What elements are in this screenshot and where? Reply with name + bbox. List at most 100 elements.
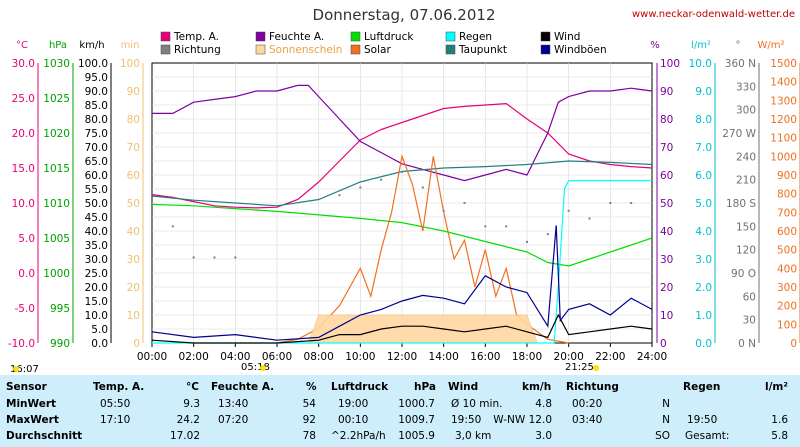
y-tick-3-1: 90 bbox=[127, 86, 140, 98]
row-min-dir-value: N bbox=[662, 398, 670, 410]
y-tick-7-1: 1400 bbox=[770, 77, 797, 89]
row-max-press-time: 00:10 bbox=[338, 414, 369, 426]
sunset-dot bbox=[593, 365, 599, 371]
y-tick-3-3: 70 bbox=[127, 142, 140, 154]
row-min-press-value: 1000.7 bbox=[398, 398, 435, 410]
y-tick-5-10: 0.0 bbox=[695, 338, 712, 350]
y-tick-2-7: 65.0 bbox=[85, 156, 108, 168]
row-max-rain-time: 19:50 bbox=[687, 414, 718, 426]
row-min-label: MinWert bbox=[6, 398, 57, 410]
y-tick-2-14: 30.0 bbox=[85, 254, 108, 266]
legend-label-9: Windböen bbox=[554, 44, 607, 56]
y-tick-7-14: 100 bbox=[777, 319, 797, 331]
series-direction-point-8 bbox=[421, 186, 424, 189]
y-tick-6-3: 270 W bbox=[722, 128, 756, 140]
y-tick-0-7: -5.0 bbox=[15, 303, 36, 315]
axis-units: °C hPa km/h min% l/m² ° W/m² bbox=[16, 40, 785, 51]
row-avg-rain-value: 5.8 bbox=[771, 430, 788, 442]
header-rain: Regen bbox=[683, 381, 721, 393]
y-tick-1-4: 1010 bbox=[43, 198, 70, 210]
y-tick-7-9: 600 bbox=[777, 226, 797, 238]
axis-unit-7: W/m² bbox=[757, 40, 784, 51]
sunrise-label: 05:18 bbox=[241, 362, 270, 373]
y-tick-7-11: 400 bbox=[777, 263, 797, 275]
y-tick-4-8: 20 bbox=[660, 282, 673, 294]
series-direction-point-5 bbox=[359, 186, 362, 189]
y-tick-3-6: 40 bbox=[127, 226, 140, 238]
y-tick-1-2: 1020 bbox=[43, 128, 70, 140]
y-tick-5-3: 7.0 bbox=[695, 142, 712, 154]
y-tick-0-2: 20.0 bbox=[12, 128, 35, 140]
legend-swatch-0 bbox=[160, 31, 171, 42]
legend-swatch-6 bbox=[445, 31, 456, 42]
y-tick-7-0: 1500 bbox=[770, 58, 797, 70]
axis-unit-5: l/m² bbox=[691, 40, 711, 51]
y-tick-2-9: 55.0 bbox=[85, 184, 108, 196]
weather-chart: Donnerstag, 07.06.2012 www.neckar-odenwa… bbox=[8, 6, 800, 375]
series-sunshine-area bbox=[307, 314, 538, 344]
y-tick-0-5: 5.0 bbox=[18, 233, 35, 245]
y-tick-6-7: 150 bbox=[736, 221, 756, 233]
y-tick-7-8: 700 bbox=[777, 207, 797, 219]
series-direction-point-13 bbox=[526, 240, 528, 243]
y-tick-6-10: 60 bbox=[743, 291, 756, 303]
y-tick-2-4: 80.0 bbox=[85, 114, 108, 126]
legend-label-6: Regen bbox=[459, 31, 492, 43]
y-tick-2-2: 90.0 bbox=[85, 86, 108, 98]
series-direction-point-15 bbox=[567, 209, 570, 212]
axis-unit-1: hPa bbox=[49, 40, 67, 51]
row-max-temp-time: 17:10 bbox=[100, 414, 131, 426]
x-tick-label-8: 16:00 bbox=[470, 351, 500, 363]
y-tick-4-9: 10 bbox=[660, 310, 673, 322]
series-line-7 bbox=[151, 313, 653, 344]
row-max-wind-time: 19:50 bbox=[451, 414, 482, 426]
y-tick-5-9: 1.0 bbox=[695, 310, 712, 322]
axis-unit-0: °C bbox=[16, 40, 28, 51]
row-max-temp-value: 24.2 bbox=[176, 414, 200, 426]
y-tick-5-0: 10.0 bbox=[689, 58, 712, 70]
header-direction: Richtung bbox=[566, 381, 619, 393]
y-tick-4-5: 50 bbox=[660, 198, 673, 210]
y-tick-7-10: 500 bbox=[777, 245, 797, 257]
row-max-dir-time: 03:40 bbox=[572, 414, 603, 426]
row-max-label: MaxWert bbox=[6, 414, 59, 426]
y-tick-2-10: 50.0 bbox=[85, 198, 108, 210]
x-tick-label-1: 02:00 bbox=[179, 351, 209, 363]
legend-swatch-4 bbox=[350, 31, 361, 42]
y-axes: 30.025.020.015.010.05.00.0-5.0-10.010301… bbox=[8, 58, 800, 350]
stats-table: Sensor Temp. A. °C Feuchte A. % Luftdruc… bbox=[0, 375, 800, 447]
y-tick-2-8: 60.0 bbox=[85, 170, 108, 182]
row-max-rain-value: 1.6 bbox=[771, 414, 788, 426]
y-tick-4-10: 0 bbox=[660, 338, 667, 350]
legend-swatch-9 bbox=[540, 44, 551, 55]
x-tick-label-2: 04:00 bbox=[220, 351, 250, 363]
series-line-0 bbox=[151, 102, 653, 209]
header-wind-unit: km/h bbox=[522, 381, 552, 393]
x-tick-label-11: 22:00 bbox=[595, 351, 625, 363]
header-temp: Temp. A. bbox=[93, 381, 145, 393]
y-tick-5-6: 4.0 bbox=[695, 226, 712, 238]
sun-left-dot bbox=[13, 366, 19, 372]
y-tick-3-8: 20 bbox=[127, 282, 140, 294]
chart-title: Donnerstag, 07.06.2012 bbox=[313, 6, 496, 24]
y-tick-4-4: 60 bbox=[660, 170, 673, 182]
y-tick-4-1: 90 bbox=[660, 86, 673, 98]
legend-label-5: Solar bbox=[364, 44, 391, 56]
row-max-wind-value: W-NW 12.0 bbox=[493, 414, 552, 426]
y-tick-5-1: 9.0 bbox=[695, 86, 712, 98]
y-tick-3-9: 10 bbox=[127, 310, 140, 322]
y-tick-0-4: 10.0 bbox=[12, 198, 35, 210]
y-tick-3-5: 50 bbox=[127, 198, 140, 210]
legend-swatch-8 bbox=[540, 31, 551, 42]
header-pressure-unit: hPa bbox=[414, 381, 436, 393]
y-tick-5-5: 5.0 bbox=[695, 198, 712, 210]
y-tick-1-8: 990 bbox=[50, 338, 70, 350]
x-tick-label-12: 24:00 bbox=[637, 351, 667, 363]
x-tick-label-6: 12:00 bbox=[387, 351, 417, 363]
y-tick-0-8: -10.0 bbox=[8, 338, 35, 350]
y-tick-2-6: 70.0 bbox=[85, 142, 108, 154]
website-link[interactable]: www.neckar-odenwald-wetter.de bbox=[632, 9, 795, 20]
x-axis: 00:00 02:00 04:00 06:00 08:00 10:00 12:00 14:00… bbox=[137, 343, 667, 363]
row-min-wind-value: 4.8 bbox=[535, 398, 552, 410]
series-direction-point-18 bbox=[630, 202, 633, 204]
